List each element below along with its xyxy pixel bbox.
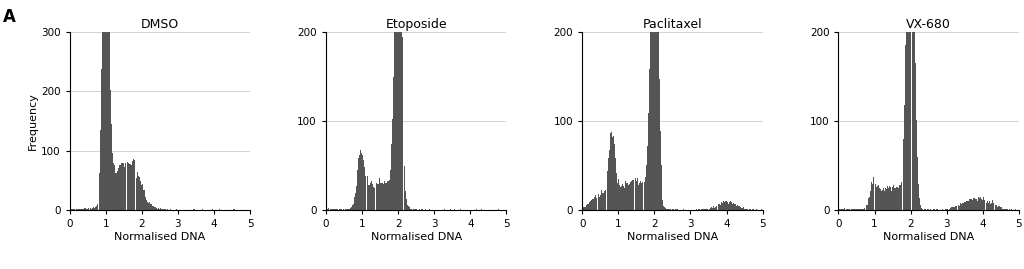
Title: Etoposide: Etoposide <box>385 18 446 31</box>
X-axis label: Normalised DNA: Normalised DNA <box>627 232 718 242</box>
Y-axis label: Frequency: Frequency <box>29 92 38 150</box>
X-axis label: Normalised DNA: Normalised DNA <box>371 232 462 242</box>
Text: A: A <box>3 8 16 26</box>
X-axis label: Normalised DNA: Normalised DNA <box>883 232 974 242</box>
Title: Paclitaxel: Paclitaxel <box>643 18 702 31</box>
Title: DMSO: DMSO <box>140 18 179 31</box>
Title: VX-680: VX-680 <box>906 18 951 31</box>
X-axis label: Normalised DNA: Normalised DNA <box>115 232 206 242</box>
